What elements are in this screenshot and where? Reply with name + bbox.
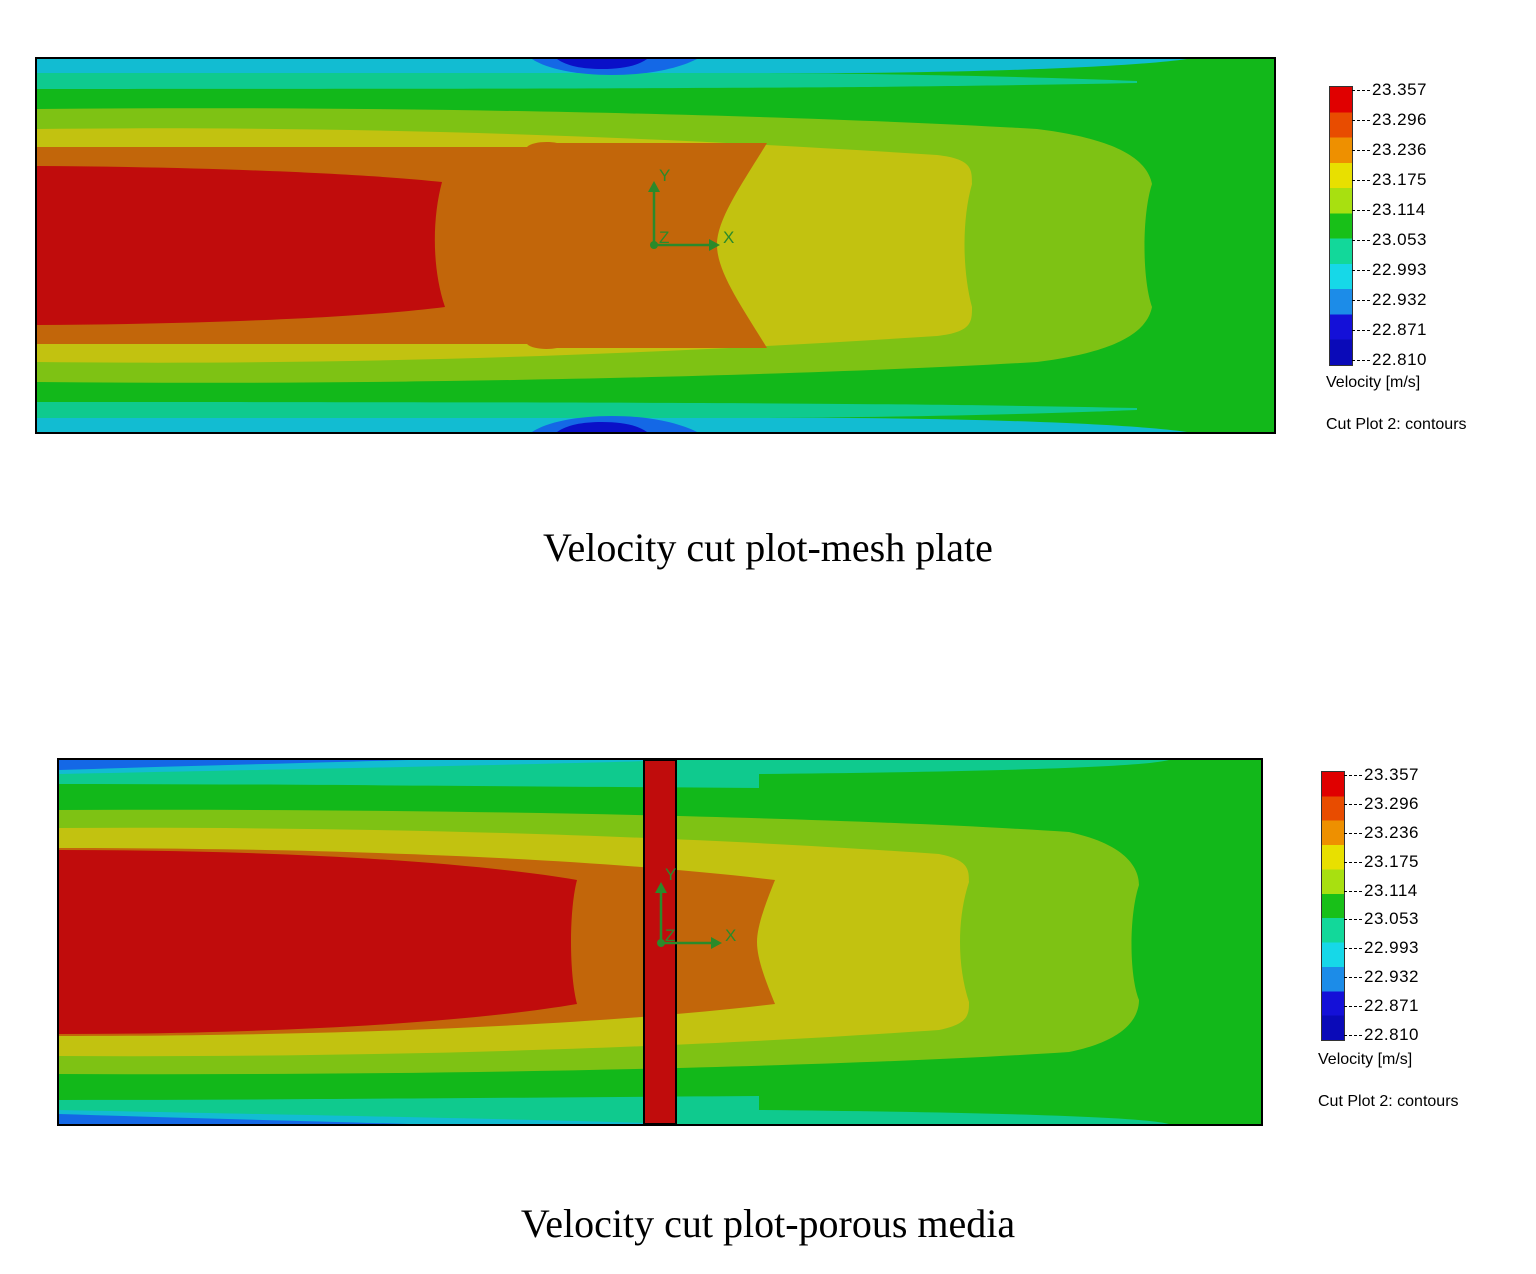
colorbar-tick-mark xyxy=(1344,832,1362,834)
caption-mesh-plate: Velocity cut plot-mesh plate xyxy=(543,525,993,570)
caption-porous-media: Velocity cut plot-porous media xyxy=(520,1201,1016,1246)
axis-triad: Y X Z xyxy=(655,865,736,949)
contour-band xyxy=(557,422,647,432)
colorbar-tick-mark xyxy=(1352,90,1370,91)
colorbar-tick-mark xyxy=(1344,1035,1362,1036)
colorbar-tick-label: 23.114 xyxy=(1372,200,1426,219)
contour-band xyxy=(37,73,1137,89)
colorbar-tick-mark xyxy=(1344,919,1362,921)
colorbar xyxy=(1329,86,1353,366)
colorbar-legend-porous-media: 23.357 23.296 23.236 23.175 23.114 23.053 22.9… xyxy=(1318,766,1518,1131)
contour-plot-mesh-plate: Y X Z xyxy=(35,57,1276,434)
colorbar-tick-label: 22.810 xyxy=(1372,350,1427,369)
colorbar-tick-mark xyxy=(1352,210,1370,211)
colorbar-tick-label: 22.810 xyxy=(1364,1025,1419,1044)
colorbar-tick-label: 22.993 xyxy=(1372,260,1427,279)
contour-plot-porous-media: Y X Z xyxy=(57,758,1263,1126)
colorbar-tick-mark xyxy=(1344,948,1362,950)
colorbar-tick-mark xyxy=(1352,300,1370,301)
cut-plot-label: Cut Plot 2: contours xyxy=(1326,416,1467,433)
axis-label-z: Z xyxy=(665,926,675,945)
contour-svg-porous-media: Y X Z xyxy=(59,760,1261,1124)
contour-band xyxy=(59,760,409,770)
colorbar-tick-label: 22.993 xyxy=(1364,938,1419,958)
contour-band xyxy=(557,59,647,69)
colorbar-tick-mark xyxy=(1352,240,1370,241)
colorbar-tick-label: 23.114 xyxy=(1364,880,1418,900)
colorbar-tick-mark xyxy=(1352,270,1370,271)
contour-band xyxy=(37,166,445,325)
colorbar-tick-label: 23.296 xyxy=(1372,110,1427,129)
colorbar-tick-label: 22.871 xyxy=(1372,320,1427,339)
colorbar-label: Velocity [m/s] xyxy=(1326,374,1421,391)
axis-label-y: Y xyxy=(659,166,670,185)
colorbar-tick-label: 22.871 xyxy=(1364,996,1419,1016)
axis-label-z: Z xyxy=(659,228,669,247)
colorbar-label: Velocity [m/s] xyxy=(1318,1051,1413,1068)
contour-band xyxy=(37,402,1137,418)
colorbar-tick-mark xyxy=(1344,977,1362,979)
colorbar-tick-label: 22.932 xyxy=(1372,290,1427,309)
axis-triad: Y X Z xyxy=(648,166,734,251)
colorbar-tick-mark xyxy=(1344,890,1362,892)
axis-label-x: X xyxy=(723,228,734,247)
contour-band xyxy=(59,1114,409,1124)
colorbar-tick-label: 23.357 xyxy=(1364,765,1419,784)
colorbar-tick-label: 23.236 xyxy=(1364,822,1419,842)
colorbar-tick-mark xyxy=(1352,150,1370,151)
colorbar-legend-mesh-plate: 23.357 23.296 23.236 23.175 23.114 23.053 22.9… xyxy=(1326,81,1526,446)
contour-band xyxy=(59,850,577,1034)
colorbar-tick-mark xyxy=(1352,360,1370,361)
colorbar-tick-label: 23.175 xyxy=(1372,170,1427,189)
colorbar-tick-label: 23.357 xyxy=(1372,80,1427,99)
colorbar xyxy=(1321,771,1345,1041)
colorbar-tick-label: 23.296 xyxy=(1364,793,1419,813)
colorbar-tick-label: 23.175 xyxy=(1364,851,1419,871)
colorbar-tick-mark xyxy=(1352,180,1370,181)
colorbar-tick-mark xyxy=(1344,1006,1362,1008)
colorbar-tick-mark xyxy=(1352,330,1370,331)
axis-label-x: X xyxy=(725,926,736,945)
cut-plot-label: Cut Plot 2: contours xyxy=(1318,1093,1459,1110)
axis-label-y: Y xyxy=(665,865,676,884)
colorbar-tick-label: 23.053 xyxy=(1364,909,1419,929)
colorbar-tick-label: 23.236 xyxy=(1372,140,1427,159)
colorbar-tick-mark xyxy=(1344,803,1362,805)
colorbar-tick-mark xyxy=(1352,120,1370,121)
colorbar-tick-label: 22.932 xyxy=(1364,967,1419,987)
colorbar-tick-mark xyxy=(1344,775,1362,776)
contour-svg-mesh-plate: Y X Z xyxy=(37,59,1274,432)
colorbar-tick-label: 23.053 xyxy=(1372,230,1427,249)
colorbar-tick-mark xyxy=(1344,861,1362,863)
